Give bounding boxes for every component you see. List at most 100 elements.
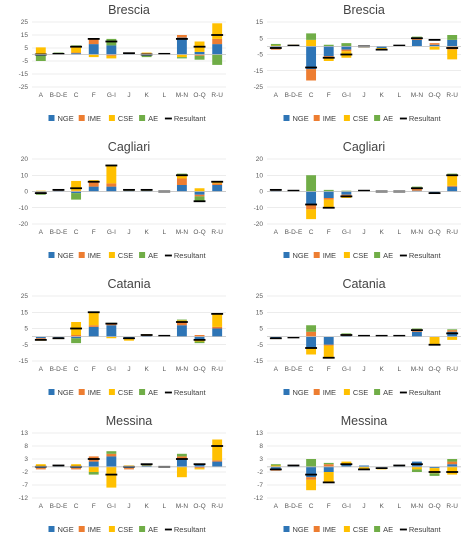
category-label: A [39,92,44,99]
bar-ime-g-i [106,54,117,56]
bar-nge-f [323,191,334,198]
legend-label-resultant: Resultant [409,251,442,260]
legend-label-nge: NGE [58,388,74,397]
y-tick-label: -25 [254,84,264,91]
category-label: C [309,366,314,373]
bar-ime-g-i [341,49,352,52]
bar-ae-m-n [411,36,422,38]
y-tick-label: 25 [21,19,29,26]
legend-label-ae: AE [383,251,393,260]
bar-ime-c [71,335,82,337]
bar-ae-c [306,459,317,467]
bar-cse-c [306,39,317,47]
legend-label-nge: NGE [58,114,74,123]
chart-title: Messina [341,414,388,428]
chart-title: Catania [342,277,385,291]
bar-ime-f [323,344,334,346]
bar-ae-g-i [106,451,117,454]
legend-label-ae: AE [383,388,393,397]
y-tick-label: 15 [21,32,29,39]
bar-nge-f [88,186,99,192]
category-label: F [327,92,331,99]
legend-swatch-cse [343,252,350,258]
legend-swatch-ime [78,389,85,395]
category-label: K [379,229,384,236]
bar-cse-f [323,345,334,359]
legend-label-cse: CSE [353,388,368,397]
bar-ime-r-u [212,460,223,462]
legend-swatch-ae [139,526,146,532]
category-label: C [309,503,314,510]
legend-label-ime: IME [88,114,101,123]
category-label: C [309,229,314,236]
y-tick-label: 10 [256,172,264,179]
legend-label-ime: IME [323,388,336,397]
legend-label-nge: NGE [293,251,309,260]
y-tick-label: -5 [257,52,263,59]
bar-ae-r-u [447,329,458,331]
y-tick-label: -2 [22,469,28,476]
bar-cse-m-n [411,466,422,470]
bar-nge-g-i [106,186,117,192]
category-label: B-D-E [50,229,68,236]
bar-cse-r-u [212,23,223,39]
bar-nge-o-q [429,466,440,469]
bar-cse-c [306,479,317,491]
bar-cse-g-i [106,165,117,184]
chart-panel-3: Cagliari -20 -10 0 10 20 A B-D-E C F G-I J K L M-N O-Q R… [254,140,461,260]
bar-ae-a [35,55,46,61]
legend-label-resultant: Resultant [409,525,442,534]
bar-cse-c [71,46,82,53]
category-label: J [362,92,365,99]
category-label: K [379,366,384,373]
bar-nge-o-q [429,44,440,47]
legend-swatch-cse [108,389,115,395]
chart-title: Cagliari [343,140,385,154]
bar-nge-f [323,466,334,472]
legend-swatch-nge [283,526,290,532]
bar-cse-r-u [447,174,458,186]
bar-cse-c [306,209,317,220]
bar-nge-j [359,465,369,467]
legend-label-ae: AE [383,114,393,123]
legend-swatch-cse [108,252,115,258]
bar-ae-r-u [447,35,458,40]
bar-nge-m-n [411,190,422,192]
y-tick-label: -10 [254,205,264,212]
category-label: O-Q [193,366,205,373]
category-label: L [162,92,166,99]
y-tick-label: -15 [19,71,29,78]
legend-swatch-ae [374,389,381,395]
category-label: F [92,229,96,236]
legend-label-nge: NGE [58,251,74,260]
category-label: R-U [211,229,223,236]
y-tick-label: 25 [256,293,264,300]
bar-ime-o-q [194,194,205,197]
y-tick-label: -12 [254,495,264,502]
bar-nge-a [270,466,281,470]
bar-cse-j [124,339,134,341]
bar-cse-f [88,54,99,58]
bar-nge-k [376,46,387,48]
bar-ime-o-q [194,335,205,337]
bar-nge-b-d-e [53,336,64,338]
chart-title: Catania [107,277,150,291]
legend-label-nge: NGE [58,525,74,534]
bar-nge-j [124,190,134,192]
y-tick-label: 5 [24,326,28,333]
y-tick-label: 5 [259,35,263,42]
bar-ae-m-n [411,328,422,330]
legend-swatch-nge [283,389,290,395]
category-label: M-N [411,229,424,236]
bar-nge-a [270,190,281,192]
category-label: R-U [446,503,458,510]
bar-ae-o-q [429,473,440,476]
bar-ae-f [323,44,334,47]
category-label: O-Q [428,503,440,510]
category-label: B-D-E [50,503,68,510]
category-label: J [362,503,365,510]
bar-ae-k [141,55,152,58]
legend-swatch-nge [48,115,55,121]
legend-label-ae: AE [148,114,158,123]
